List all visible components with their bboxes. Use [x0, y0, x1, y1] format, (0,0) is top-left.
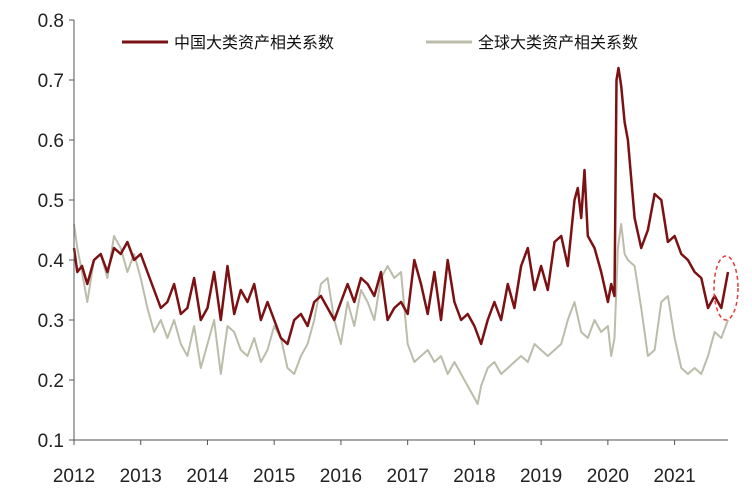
x-tick-label: 2019 — [520, 466, 562, 487]
tick-labels: 0.1 0.2 0.3 0.4 0.5 0.6 0.7 0.8 2012 2013 2014 2015… — [38, 11, 696, 487]
legend: 中国大类资产相关系数 全球大类资产相关系数 — [122, 33, 638, 52]
y-tick-label: 0.1 — [38, 431, 64, 452]
y-tick-label: 0.7 — [38, 71, 64, 92]
x-tick-label: 2014 — [186, 466, 229, 487]
x-tick-label: 2020 — [587, 466, 629, 487]
x-tick-label: 2013 — [120, 466, 162, 487]
x-tick-label: 2016 — [320, 466, 362, 487]
y-tick-label: 0.6 — [38, 131, 64, 152]
series-line-china — [72, 66, 730, 346]
axes — [73, 20, 728, 441]
x-tick-label: 2018 — [453, 466, 495, 487]
y-tick-label: 0.5 — [38, 191, 64, 212]
x-tick-label: 2012 — [53, 466, 95, 487]
legend-label-global: 全球大类资产相关系数 — [478, 33, 638, 52]
legend-label-china: 中国大类资产相关系数 — [174, 33, 334, 52]
x-tick-label: 2015 — [253, 466, 295, 487]
y-tick-label: 0.2 — [38, 371, 64, 392]
series-line-global — [73, 223, 729, 405]
y-tick-label: 0.4 — [38, 251, 65, 272]
y-tick-label: 0.3 — [38, 311, 64, 332]
highlight-ellipse — [713, 255, 739, 321]
y-tick-label: 0.8 — [38, 11, 64, 32]
x-tick-label: 2017 — [387, 466, 429, 487]
x-tick-label: 2021 — [653, 466, 695, 487]
series-layer — [72, 66, 730, 405]
